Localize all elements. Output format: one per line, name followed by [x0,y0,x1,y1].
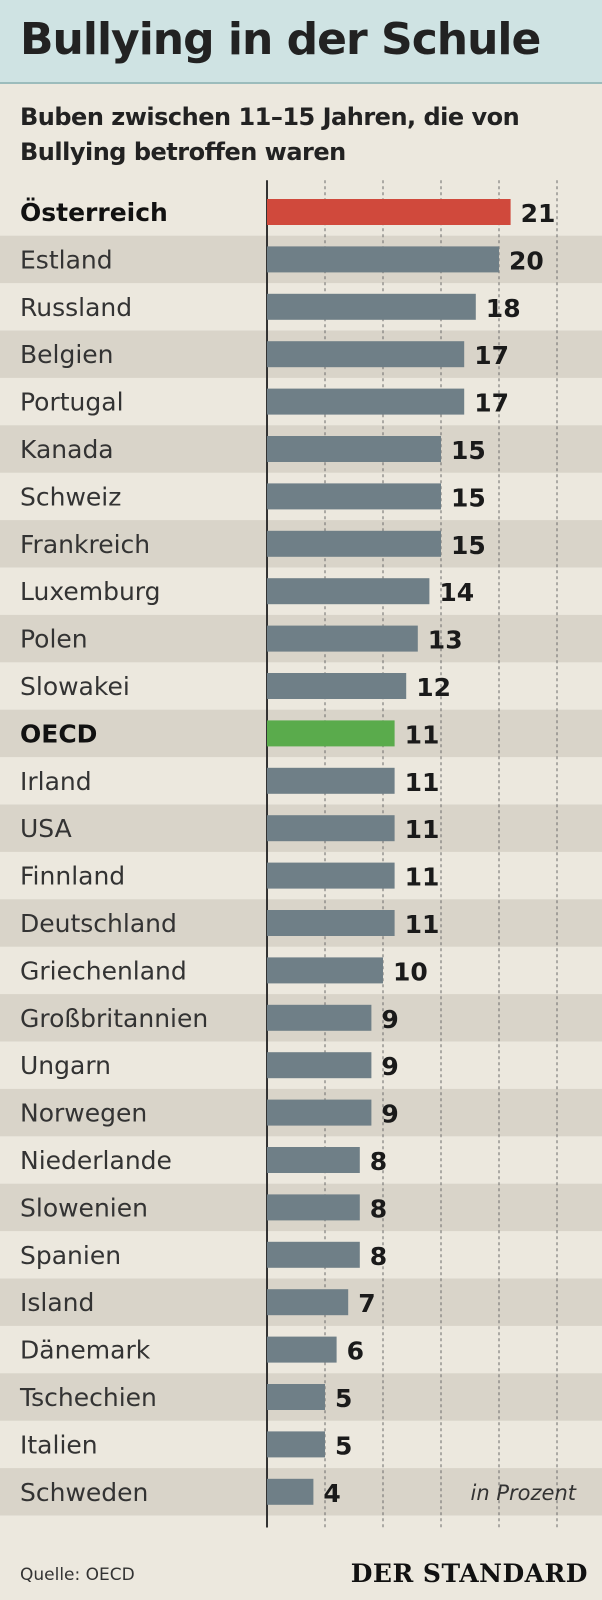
bar-chart: Österreich 21 Estland 20 Russland 18 Belgien 17… [0,180,602,1528]
bar [267,1336,337,1363]
chart-title: Bullying in der Schule [20,14,541,65]
data-label: 7 [358,1289,375,1318]
category-label: Deutschland [20,909,177,938]
category-label: Finnland [20,862,125,891]
category-label: Schweiz [20,482,121,511]
category-label: USA [20,814,72,843]
bar [267,815,395,842]
data-label: 5 [335,1384,352,1413]
data-label: 15 [451,483,486,512]
data-label: 11 [405,815,440,844]
bar [267,483,441,510]
data-label: 20 [509,246,544,275]
data-label: 10 [393,957,428,986]
category-label: Niederlande [20,1146,172,1175]
data-label: 9 [381,1052,398,1081]
source-note: Quelle: OECD [20,1565,135,1585]
bar [267,578,430,605]
data-label: 11 [405,720,440,749]
bar [267,910,395,936]
category-label: Irland [20,767,92,796]
brand-logo: DER STANDARD [350,1559,588,1588]
bar [267,767,395,794]
category-label: Luxemburg [20,577,161,606]
bar [267,199,511,225]
data-label: 21 [521,199,556,228]
category-label: Frankreich [20,530,150,559]
data-label: 9 [381,1100,398,1129]
bar [267,530,441,557]
category-label: Russland [20,293,132,322]
category-label: Estland [20,245,113,274]
bar [267,1194,360,1221]
category-label: Slowakei [20,672,130,701]
bar [267,673,407,699]
bar [267,246,499,273]
bar [267,720,395,747]
bar [267,1052,372,1079]
data-label: 4 [323,1479,340,1508]
category-label: Norwegen [20,1099,147,1128]
bar [267,293,476,320]
chart-subtitle: Buben zwischen 11–15 Jahren, die von Bul… [20,103,520,166]
bar [267,1241,360,1268]
category-label: Portugal [20,388,124,417]
category-label: OECD [20,719,97,748]
data-label: 14 [439,578,474,607]
bar [267,1004,372,1031]
data-label: 18 [486,294,521,323]
category-label: Slowenien [20,1193,148,1222]
category-label: Polen [20,625,88,654]
bar [267,436,441,462]
category-label: Belgien [20,340,114,369]
data-label: 9 [381,1005,398,1034]
data-label: 17 [474,389,509,418]
data-label: 11 [405,910,440,939]
bar [267,1478,314,1505]
data-label: 8 [370,1147,387,1176]
data-label: 8 [370,1194,387,1223]
data-label: 17 [474,341,509,370]
bar [267,1289,349,1316]
data-label: 11 [405,863,440,892]
category-label: Schweden [20,1478,148,1507]
data-label: 11 [405,768,440,797]
data-label: 13 [428,626,463,655]
bar [267,957,383,984]
bar [267,1384,325,1410]
bar [267,1431,325,1458]
category-label: Italien [20,1430,98,1459]
unit-note: in Prozent [471,1481,577,1505]
category-label: Dänemark [20,1336,151,1365]
title-banner: Bullying in der Schule [0,0,602,84]
category-label: Kanada [20,435,114,464]
data-label: 6 [347,1337,364,1366]
data-label: 15 [451,436,486,465]
category-label: Österreich [20,197,168,227]
category-label: Großbritannien [20,1004,208,1033]
bar [267,862,395,889]
bar [267,625,418,652]
category-label: Tschechien [19,1383,157,1412]
bar [267,388,465,415]
data-label: 12 [416,673,451,702]
category-label: Spanien [20,1241,121,1270]
data-label: 8 [370,1242,387,1271]
data-label: 5 [335,1431,352,1460]
category-label: Griechenland [20,956,187,985]
category-label: Ungarn [20,1051,111,1080]
bar [267,341,465,368]
data-label: 15 [451,531,486,560]
bar [267,1147,360,1173]
category-label: Island [20,1288,94,1317]
bar [267,1099,372,1126]
